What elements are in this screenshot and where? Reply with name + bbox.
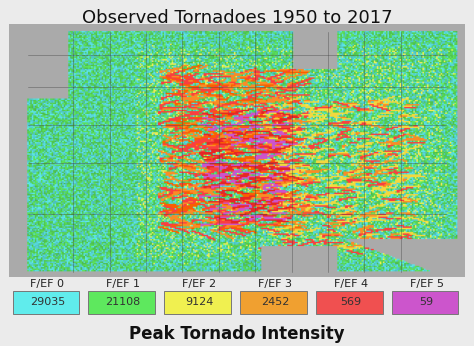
Text: Observed Tornadoes 1950 to 2017: Observed Tornadoes 1950 to 2017 — [82, 9, 392, 27]
Text: F/EF 2: F/EF 2 — [182, 279, 216, 289]
Text: 29035: 29035 — [30, 297, 65, 307]
Text: Peak Tornado Intensity: Peak Tornado Intensity — [129, 325, 345, 343]
Bar — [316, 291, 383, 313]
Text: F/EF 0: F/EF 0 — [30, 279, 64, 289]
Bar — [88, 291, 155, 313]
Text: F/EF 5: F/EF 5 — [410, 279, 444, 289]
Text: 9124: 9124 — [185, 297, 213, 307]
Text: F/EF 4: F/EF 4 — [334, 279, 368, 289]
Text: 21108: 21108 — [106, 297, 141, 307]
Text: F/EF 3: F/EF 3 — [258, 279, 292, 289]
Bar — [240, 291, 307, 313]
Bar — [392, 291, 458, 313]
Text: F/EF 1: F/EF 1 — [106, 279, 140, 289]
Text: 569: 569 — [340, 297, 361, 307]
Bar — [164, 291, 231, 313]
Text: 2452: 2452 — [261, 297, 289, 307]
Bar — [12, 291, 79, 313]
Text: 59: 59 — [419, 297, 434, 307]
